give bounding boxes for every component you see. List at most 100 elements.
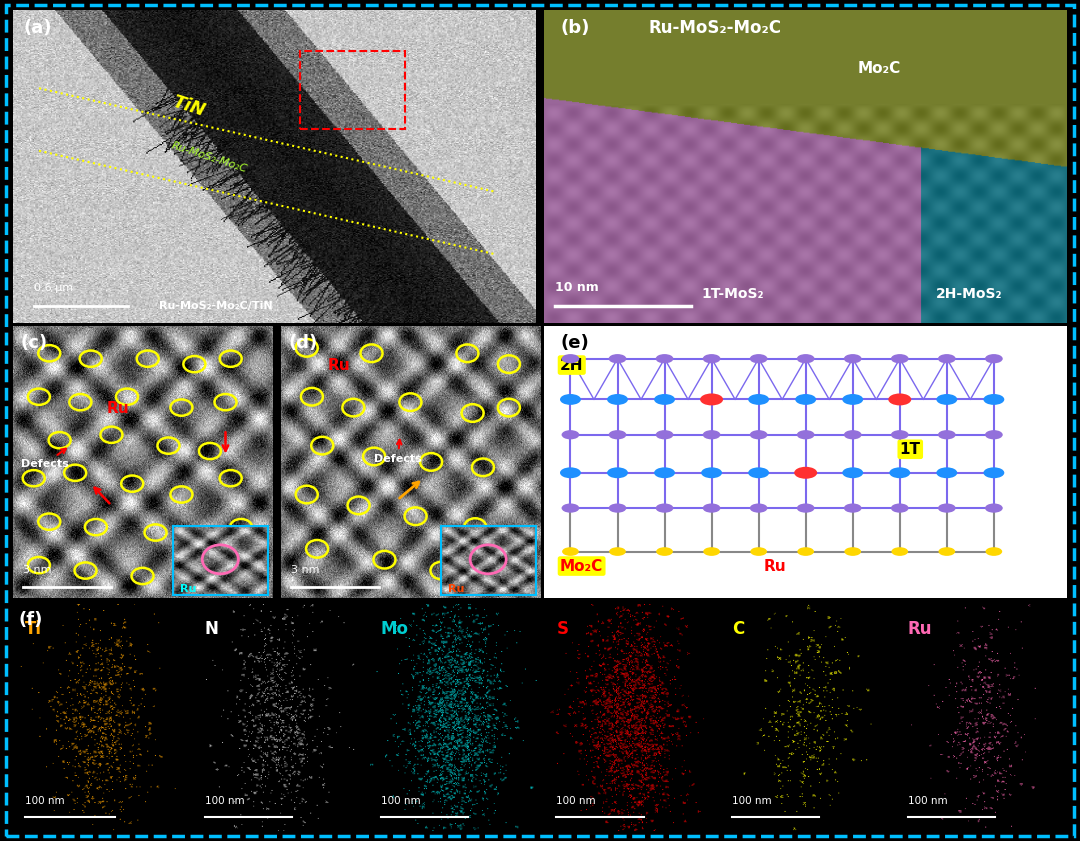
- Text: 0.6 µm: 0.6 µm: [33, 283, 73, 294]
- Text: C: C: [732, 621, 744, 638]
- Circle shape: [889, 468, 910, 479]
- Circle shape: [654, 394, 675, 405]
- Text: Ti: Ti: [25, 621, 42, 638]
- Text: 100 nm: 100 nm: [556, 796, 596, 806]
- Text: Ru-MoS₂-Mo₂C/TiN: Ru-MoS₂-Mo₂C/TiN: [160, 300, 273, 310]
- Circle shape: [842, 394, 863, 405]
- Text: (d): (d): [288, 334, 318, 352]
- Circle shape: [607, 468, 627, 479]
- Text: Ru: Ru: [448, 584, 464, 595]
- Circle shape: [700, 394, 724, 405]
- Text: S: S: [556, 621, 568, 638]
- Circle shape: [750, 504, 768, 513]
- Circle shape: [701, 468, 723, 479]
- Circle shape: [797, 354, 814, 363]
- Text: Ru: Ru: [907, 621, 932, 638]
- Circle shape: [842, 468, 863, 479]
- Text: (b): (b): [561, 19, 590, 38]
- Text: (a): (a): [24, 19, 52, 38]
- Circle shape: [657, 547, 673, 556]
- Circle shape: [609, 354, 626, 363]
- Circle shape: [891, 430, 908, 439]
- Circle shape: [656, 354, 674, 363]
- Text: 1T-MoS₂: 1T-MoS₂: [701, 287, 764, 301]
- Circle shape: [654, 468, 675, 479]
- Circle shape: [607, 394, 627, 405]
- Circle shape: [937, 430, 956, 439]
- Circle shape: [797, 430, 814, 439]
- Circle shape: [609, 547, 626, 556]
- Circle shape: [703, 547, 720, 556]
- Circle shape: [561, 394, 581, 405]
- Circle shape: [562, 504, 579, 513]
- Text: 2H-MoS₂: 2H-MoS₂: [936, 287, 1003, 301]
- Text: 100 nm: 100 nm: [205, 796, 244, 806]
- Text: Ru: Ru: [180, 584, 197, 595]
- Circle shape: [794, 467, 818, 479]
- Circle shape: [985, 547, 1002, 556]
- Text: Ru-MoS₂-Mo₂C: Ru-MoS₂-Mo₂C: [170, 140, 248, 175]
- Circle shape: [937, 504, 956, 513]
- Text: Defects: Defects: [374, 440, 422, 464]
- Circle shape: [985, 430, 1002, 439]
- Text: 100 nm: 100 nm: [732, 796, 771, 806]
- Circle shape: [748, 394, 769, 405]
- Circle shape: [797, 504, 814, 513]
- Circle shape: [937, 354, 956, 363]
- Circle shape: [703, 430, 720, 439]
- Circle shape: [562, 430, 579, 439]
- Circle shape: [562, 547, 579, 556]
- Text: 3 nm: 3 nm: [292, 565, 320, 575]
- Circle shape: [795, 394, 816, 405]
- Circle shape: [609, 430, 626, 439]
- Text: Ru: Ru: [764, 558, 786, 574]
- Circle shape: [656, 430, 674, 439]
- Circle shape: [939, 547, 955, 556]
- Circle shape: [843, 354, 862, 363]
- Circle shape: [891, 504, 908, 513]
- Circle shape: [656, 504, 674, 513]
- Circle shape: [843, 430, 862, 439]
- Text: N: N: [205, 621, 219, 638]
- Text: 2H: 2H: [561, 357, 583, 373]
- Circle shape: [609, 504, 626, 513]
- Circle shape: [750, 430, 768, 439]
- Text: TiN: TiN: [170, 93, 207, 120]
- Text: Ru-MoS₂-Mo₂C: Ru-MoS₂-Mo₂C: [649, 19, 782, 38]
- Circle shape: [891, 547, 908, 556]
- Circle shape: [985, 354, 1002, 363]
- Circle shape: [985, 504, 1002, 513]
- Circle shape: [703, 504, 720, 513]
- Circle shape: [936, 468, 957, 479]
- Text: 10 nm: 10 nm: [555, 282, 598, 294]
- Text: Mo₂C: Mo₂C: [858, 61, 901, 76]
- Text: (c): (c): [21, 334, 48, 352]
- Text: 3 nm: 3 nm: [24, 565, 52, 575]
- Circle shape: [562, 354, 579, 363]
- Bar: [300, 50, 405, 129]
- Circle shape: [843, 504, 862, 513]
- Text: 100 nm: 100 nm: [380, 796, 420, 806]
- Text: Ru: Ru: [327, 357, 350, 373]
- Circle shape: [984, 394, 1004, 405]
- Text: 100 nm: 100 nm: [907, 796, 947, 806]
- Text: 1T: 1T: [900, 442, 921, 457]
- Circle shape: [984, 468, 1004, 479]
- Text: (f): (f): [18, 611, 42, 629]
- Circle shape: [888, 394, 912, 405]
- Circle shape: [797, 547, 814, 556]
- Circle shape: [750, 354, 768, 363]
- Text: (e): (e): [561, 334, 589, 352]
- Circle shape: [936, 394, 957, 405]
- Text: 100 nm: 100 nm: [25, 796, 65, 806]
- Circle shape: [751, 547, 767, 556]
- Circle shape: [891, 354, 908, 363]
- Circle shape: [561, 468, 581, 479]
- Text: Mo₂C: Mo₂C: [561, 558, 604, 574]
- Text: Defects: Defects: [21, 448, 68, 469]
- Circle shape: [845, 547, 861, 556]
- Circle shape: [703, 354, 720, 363]
- Text: Mo: Mo: [380, 621, 408, 638]
- Circle shape: [748, 468, 769, 479]
- Text: Ru: Ru: [106, 401, 129, 416]
